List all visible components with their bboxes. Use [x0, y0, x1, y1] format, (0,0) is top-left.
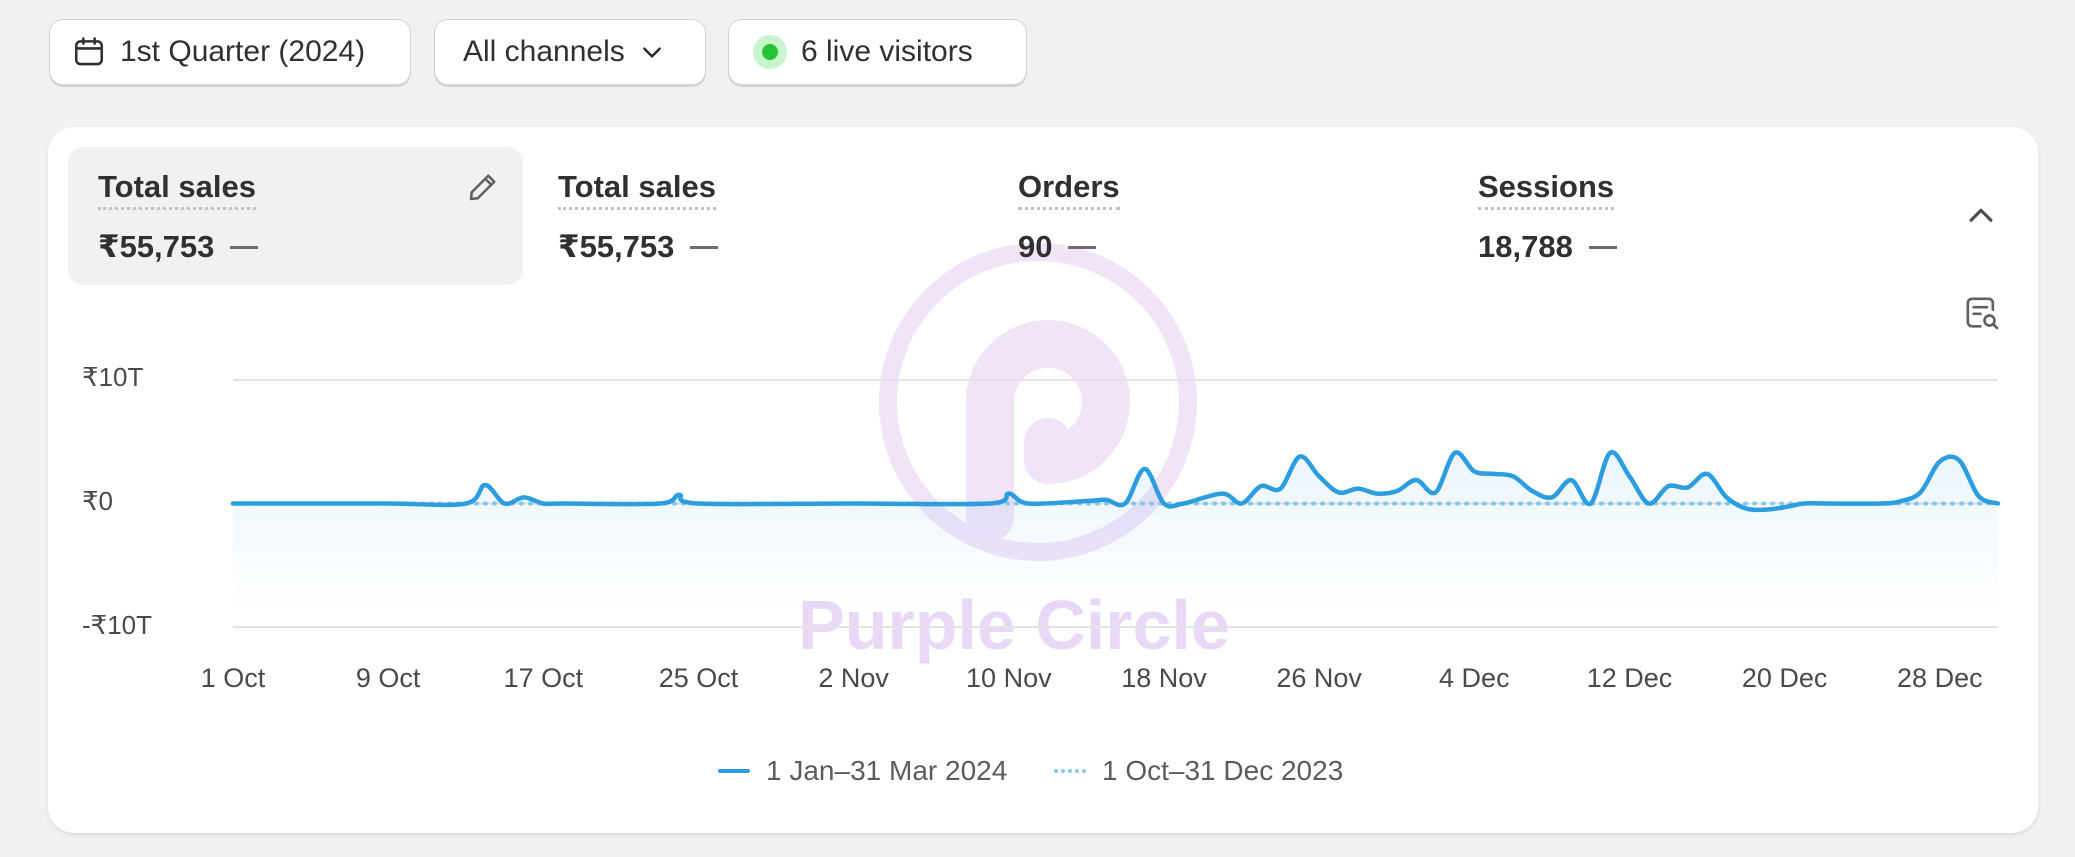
metric-label[interactable]: Sessions: [1478, 169, 1615, 210]
no-change-indicator: [690, 245, 719, 249]
sales-line-chart: [230, 379, 2001, 628]
x-axis-tick: 9 Oct: [355, 663, 421, 693]
x-axis-tick: 12 Dec: [1586, 663, 1673, 693]
calendar-icon: [74, 37, 104, 66]
view-report-icon[interactable]: [1962, 293, 2002, 333]
sales-overview-card: Purple Circle Total sales ₹55,753 Total …: [48, 127, 2038, 833]
metric-tab-sessions[interactable]: Sessions 18,788: [1448, 147, 1898, 285]
y-axis-tick: ₹10T: [82, 362, 144, 392]
metric-label[interactable]: Orders: [1018, 169, 1120, 210]
y-axis-tick: ₹0: [82, 486, 114, 516]
edit-pencil-icon[interactable]: [465, 169, 501, 205]
x-axis-tick: 17 Oct: [503, 663, 584, 693]
legend-label: 1 Jan–31 Mar 2024: [766, 755, 1008, 786]
channel-filter-dropdown[interactable]: All channels: [434, 19, 706, 85]
legend-label: 1 Oct–31 Dec 2023: [1102, 755, 1344, 786]
x-axis-tick: 2 Nov: [818, 663, 889, 693]
metric-value: ₹55,753: [558, 229, 719, 265]
live-status-icon: [753, 35, 787, 69]
live-visitors-label: 6 live visitors: [801, 35, 973, 68]
metric-value-text: ₹55,753: [558, 229, 675, 264]
no-change-indicator: [230, 245, 259, 249]
metric-value-text: ₹55,753: [98, 229, 215, 264]
x-axis-tick: 28 Dec: [1897, 663, 1983, 693]
no-change-indicator: [1068, 245, 1097, 249]
chevron-up-icon[interactable]: [1964, 199, 1998, 233]
legend-solid-swatch: [718, 769, 750, 773]
live-visitors-button[interactable]: 6 live visitors: [728, 19, 1027, 85]
date-range-picker-button[interactable]: 1st Quarter (2024): [49, 19, 411, 85]
metric-label[interactable]: Total sales: [98, 169, 256, 210]
channel-filter-label: All channels: [463, 35, 625, 68]
legend-item-previous[interactable]: 1 Oct–31 Dec 2023: [1054, 755, 1343, 787]
x-axis-tick: 25 Oct: [658, 663, 739, 693]
legend-item-current[interactable]: 1 Jan–31 Mar 2024: [718, 755, 1007, 787]
metric-tab-orders[interactable]: Orders 90: [988, 147, 1438, 285]
y-axis-tick: -₹10T: [82, 610, 153, 640]
x-axis-tick: 26 Nov: [1276, 663, 1362, 693]
metric-value-text: 90: [1018, 229, 1053, 264]
x-axis-tick: 18 Nov: [1121, 663, 1207, 693]
metric-value: 18,788: [1478, 229, 1617, 265]
metric-value-text: 18,788: [1478, 229, 1573, 264]
x-axis-tick: 4 Dec: [1439, 663, 1510, 693]
metric-label[interactable]: Total sales: [558, 169, 716, 210]
legend-dotted-swatch: [1054, 769, 1086, 773]
chevron-down-icon: [642, 47, 661, 58]
date-range-label: 1st Quarter (2024): [120, 35, 366, 68]
series-line-current: [230, 449, 2001, 513]
metric-value: ₹55,753: [98, 229, 259, 265]
x-axis-tick: 20 Dec: [1741, 663, 1828, 693]
x-axis-tick: 1 Oct: [200, 663, 266, 693]
metric-value: 90: [1018, 229, 1097, 265]
no-change-indicator: [1588, 245, 1617, 249]
metric-tab-total-sales[interactable]: Total sales ₹55,753: [68, 147, 523, 285]
metric-tab-total-sales-2[interactable]: Total sales ₹55,753: [528, 147, 978, 285]
series-area-current: [233, 452, 1998, 614]
x-axis-tick: 10 Nov: [966, 663, 1052, 693]
